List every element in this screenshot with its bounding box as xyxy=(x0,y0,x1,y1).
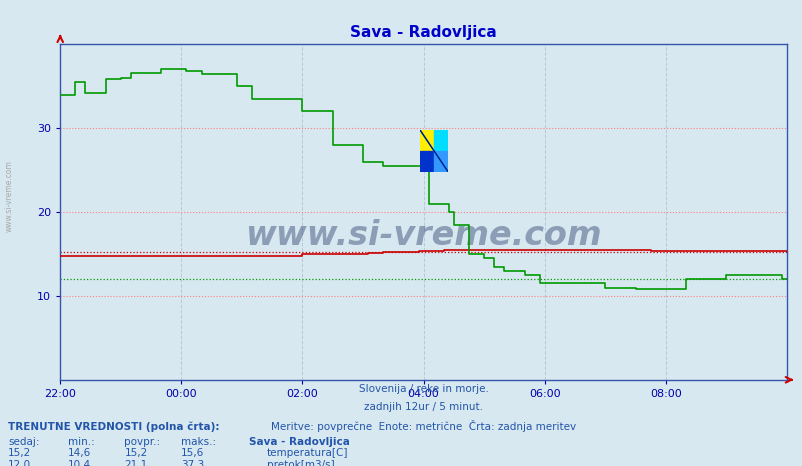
Text: min.:: min.: xyxy=(68,437,95,446)
PathPatch shape xyxy=(419,130,448,172)
Text: zadnjih 12ur / 5 minut.: zadnjih 12ur / 5 minut. xyxy=(364,402,483,412)
Text: pretok[m3/s]: pretok[m3/s] xyxy=(266,460,334,466)
PathPatch shape xyxy=(419,130,448,172)
Text: temperatura[C]: temperatura[C] xyxy=(266,448,347,458)
Bar xyxy=(433,151,448,172)
Text: 15,6: 15,6 xyxy=(180,448,204,458)
Bar xyxy=(433,130,448,151)
Text: maks.:: maks.: xyxy=(180,437,216,446)
Text: povpr.:: povpr.: xyxy=(124,437,160,446)
Title: Sava - Radovljica: Sava - Radovljica xyxy=(350,25,496,41)
Text: www.si-vreme.com: www.si-vreme.com xyxy=(5,160,14,232)
Text: 15,2: 15,2 xyxy=(124,448,148,458)
Text: 37,3: 37,3 xyxy=(180,460,204,466)
Text: sedaj:: sedaj: xyxy=(8,437,39,446)
Bar xyxy=(419,130,433,151)
Bar xyxy=(419,151,433,172)
Text: 10,4: 10,4 xyxy=(68,460,91,466)
Text: 12,0: 12,0 xyxy=(8,460,31,466)
Text: 15,2: 15,2 xyxy=(8,448,31,458)
Text: 14,6: 14,6 xyxy=(68,448,91,458)
Text: Sava - Radovljica: Sava - Radovljica xyxy=(249,437,350,446)
Text: Meritve: povprečne  Enote: metrične  Črta: zadnja meritev: Meritve: povprečne Enote: metrične Črta:… xyxy=(271,420,576,432)
Text: www.si-vreme.com: www.si-vreme.com xyxy=(245,219,602,252)
Text: 21,1: 21,1 xyxy=(124,460,148,466)
Text: TRENUTNE VREDNOSTI (polna črta):: TRENUTNE VREDNOSTI (polna črta): xyxy=(8,422,219,432)
Text: Slovenija / reke in morje.: Slovenija / reke in morje. xyxy=(358,384,488,394)
